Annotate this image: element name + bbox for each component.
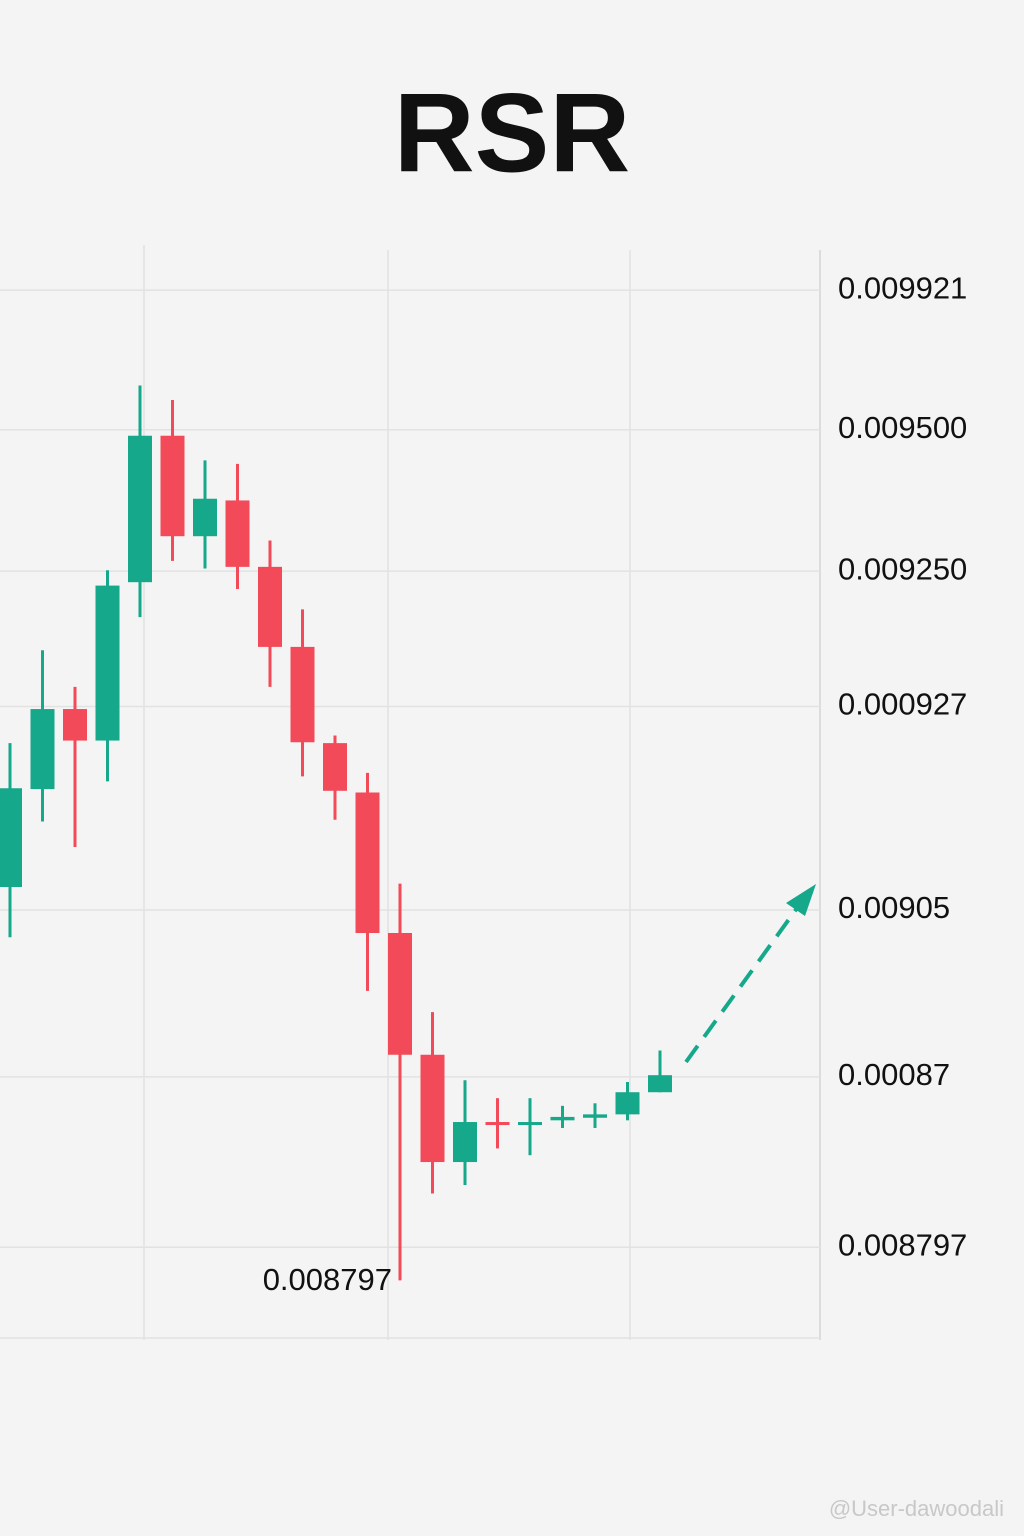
y-tick-label: 0.009500: [838, 410, 967, 445]
y-tick-label: 0.00087: [838, 1057, 950, 1092]
candle-body: [0, 788, 22, 888]
candle-body: [290, 646, 315, 743]
candle-body: [583, 1114, 607, 1118]
candle-layer: [0, 385, 672, 1281]
candle-body: [128, 435, 152, 583]
candle-body: [63, 709, 87, 741]
candle-body: [550, 1116, 575, 1121]
watermark: @User-dawoodali: [829, 1496, 1004, 1521]
candle-body: [193, 498, 217, 537]
candle-body: [160, 435, 185, 537]
y-tick-label: 0.008797: [838, 1227, 967, 1262]
candle-body: [518, 1122, 542, 1126]
candle-body: [485, 1122, 510, 1126]
trend-arrow-line: [684, 902, 802, 1064]
candle-body: [648, 1075, 672, 1093]
low-annotation: 0.008797: [263, 1262, 392, 1297]
candle-body: [225, 500, 250, 567]
y-tick-label: 0.009921: [838, 270, 967, 305]
y-tick-label: 0.00905: [838, 890, 950, 925]
candle-body: [258, 566, 282, 647]
candle-body: [420, 1054, 445, 1163]
candle-body: [388, 932, 412, 1055]
candle-body: [615, 1092, 640, 1115]
candle-body: [355, 792, 380, 933]
chart-title: RSR: [394, 71, 630, 196]
y-tick-label: 0.009250: [838, 551, 967, 586]
candle-body: [323, 743, 347, 791]
y-tick-label: 0.000927: [838, 687, 967, 722]
trend-arrow-head: [786, 884, 816, 916]
grid-layer: 0.009921 0.009500 0.009250 0.000927 0.00905 0…: [0, 270, 967, 1262]
candle-body: [30, 709, 55, 790]
candle-body: [95, 585, 120, 741]
candle-body: [453, 1122, 477, 1163]
